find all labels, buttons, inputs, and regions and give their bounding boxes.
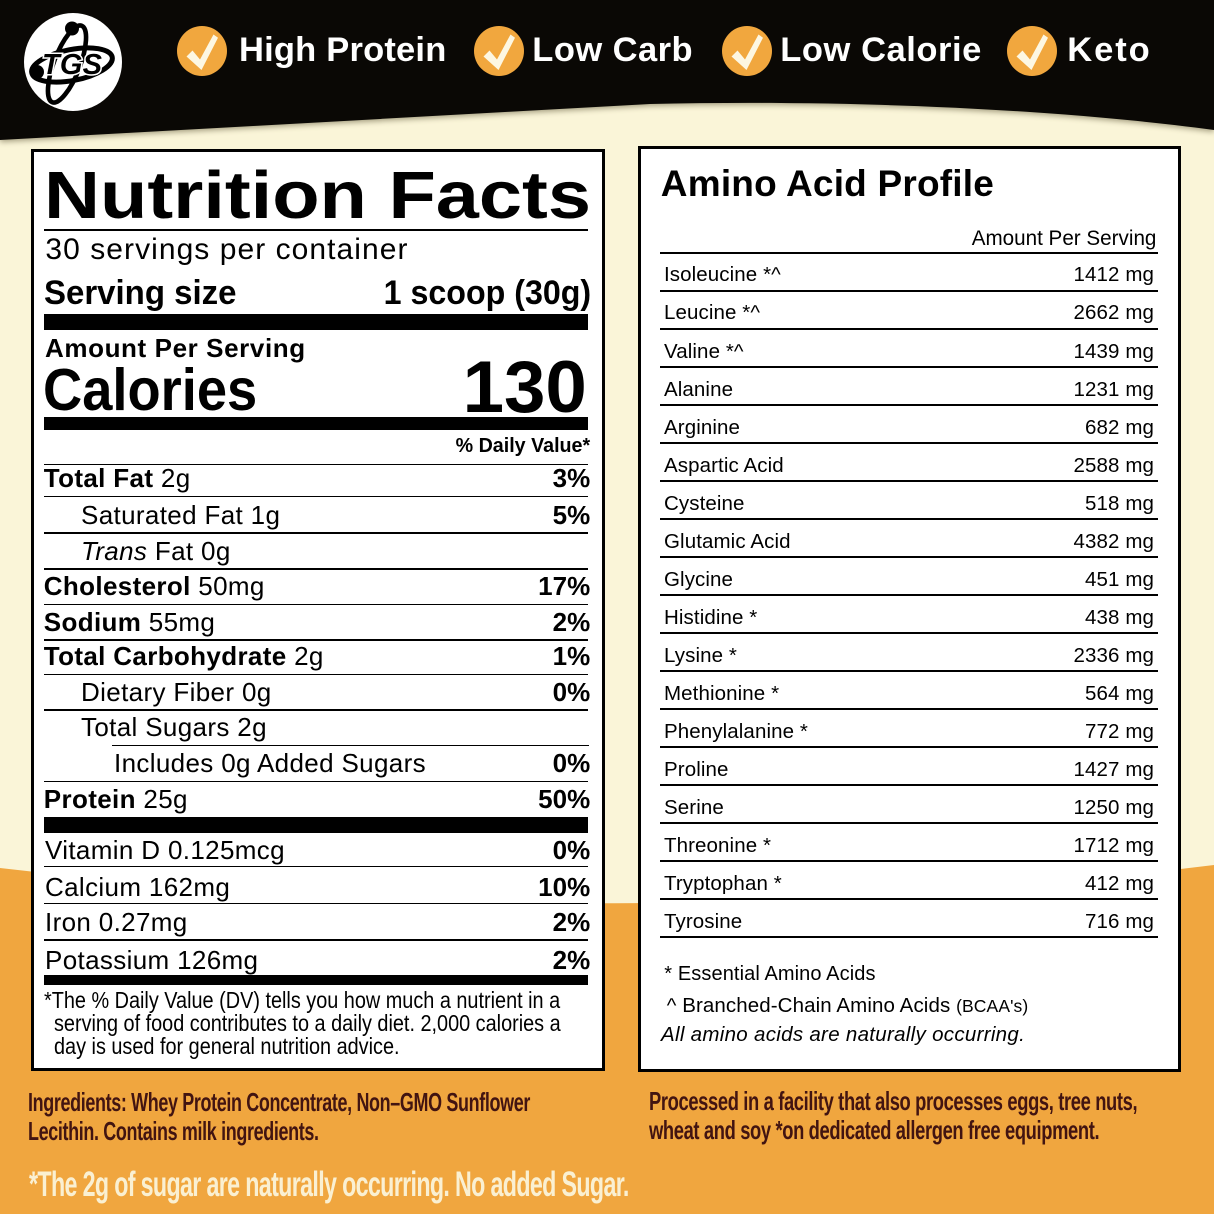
svg-text:TGS: TGS	[42, 49, 103, 81]
